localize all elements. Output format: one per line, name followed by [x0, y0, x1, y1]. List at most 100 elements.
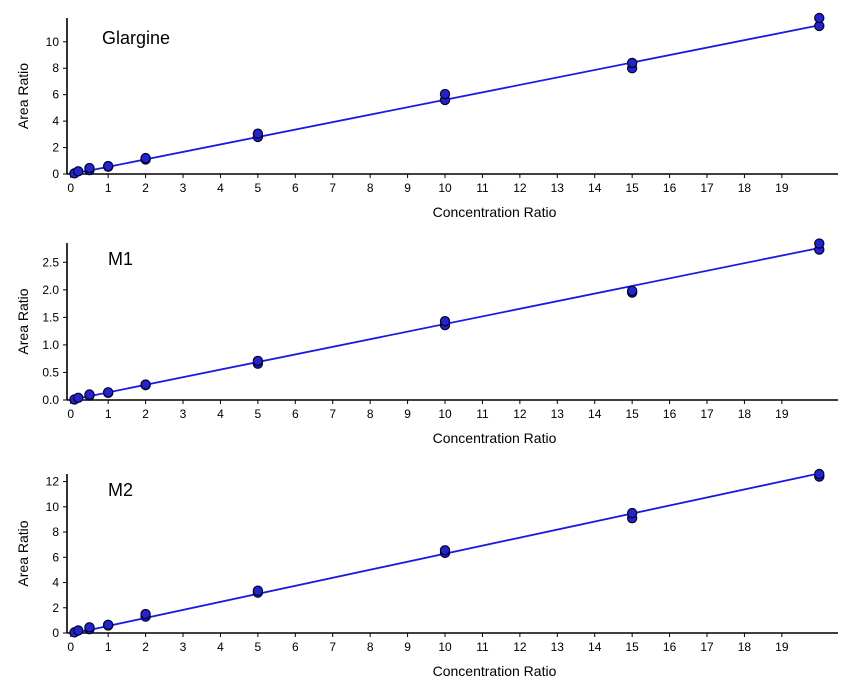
x-tick-label: 3: [180, 181, 187, 195]
x-tick-label: 17: [700, 181, 714, 195]
x-tick-label: 2: [142, 640, 149, 654]
panel-title: M2: [108, 480, 133, 500]
x-tick-label: 10: [438, 181, 452, 195]
x-tick-label: 9: [404, 181, 411, 195]
data-point: [626, 57, 638, 69]
x-tick-label: 0: [67, 640, 74, 654]
data-point: [102, 160, 114, 172]
x-tick-label: 16: [663, 640, 677, 654]
x-tick-label: 8: [367, 407, 374, 421]
x-tick-label: 8: [367, 640, 374, 654]
chart-panel-m1: 0 1 2 3 4 5 6 7 8 9 10 11 12 13 14 15 16 17 18 190.00.51.01…: [15, 238, 838, 446]
x-tick-label: 15: [625, 181, 639, 195]
x-tick-label: 2: [142, 181, 149, 195]
y-tick-label: 8: [52, 525, 59, 539]
y-tick-label: 8: [52, 61, 59, 75]
y-axis-title: Area Ratio: [15, 288, 31, 354]
x-tick-label: 15: [625, 640, 639, 654]
y-tick-label: 1.5: [42, 310, 59, 324]
chart-panel-m2: 0 1 2 3 4 5 6 7 8 9 10 11 12 13 14 15 16 17 18 19024681012C…: [15, 468, 838, 679]
x-tick-label: 5: [255, 640, 262, 654]
y-tick-label: 4: [52, 114, 59, 128]
data-point: [814, 238, 825, 249]
data-point: [626, 285, 638, 297]
x-tick-label: 3: [180, 640, 187, 654]
x-tick-label: 1: [105, 407, 112, 421]
chart-panel-glargine: 0 1 2 3 4 5 6 7 8 9 10 11 12 13 14 15 16 17 18 190246810Con…: [15, 12, 838, 220]
data-point: [140, 152, 151, 164]
x-tick-label: 10: [438, 640, 452, 654]
data-point: [252, 355, 264, 367]
data-point: [814, 12, 825, 24]
x-tick-label: 16: [663, 407, 677, 421]
y-tick-label: 0: [52, 167, 59, 181]
x-tick-label: 18: [738, 640, 752, 654]
x-tick-label: 15: [625, 407, 639, 421]
x-tick-label: 5: [255, 181, 262, 195]
x-tick-label: 3: [180, 407, 187, 421]
x-tick-label: 19: [775, 640, 789, 654]
x-tick-label: 11: [476, 407, 489, 421]
x-axis-title: Concentration Ratio: [433, 430, 557, 446]
y-tick-label: 0.5: [42, 365, 59, 379]
x-tick-label: 11: [476, 640, 489, 654]
x-tick-label: 17: [700, 407, 714, 421]
data-point: [102, 387, 114, 398]
x-tick-label: 8: [367, 181, 374, 195]
y-tick-label: 6: [52, 550, 59, 564]
y-axis-title: Area Ratio: [15, 63, 31, 129]
x-tick-label: 14: [588, 181, 602, 195]
x-tick-label: 1: [105, 640, 112, 654]
x-tick-label: 7: [329, 407, 336, 421]
panel-title: Glargine: [102, 28, 170, 48]
data-point: [814, 468, 825, 480]
x-tick-label: 9: [404, 407, 411, 421]
x-tick-label: 4: [217, 407, 224, 421]
y-tick-label: 2.5: [42, 255, 59, 269]
data-point: [102, 619, 114, 630]
y-axis-title: Area Ratio: [15, 520, 31, 586]
x-tick-label: 10: [438, 407, 452, 421]
x-tick-label: 18: [738, 407, 752, 421]
x-tick-label: 17: [700, 640, 714, 654]
x-tick-label: 13: [551, 181, 565, 195]
data-point: [439, 316, 451, 327]
data-point: [84, 622, 95, 633]
x-tick-label: 13: [551, 640, 565, 654]
y-tick-label: 6: [52, 88, 59, 102]
data-point: [73, 625, 84, 636]
y-tick-label: 2: [52, 601, 59, 615]
x-axis-title: Concentration Ratio: [433, 663, 557, 679]
data-point: [439, 545, 451, 556]
y-tick-label: 2: [52, 141, 59, 155]
y-tick-label: 0.0: [42, 393, 59, 407]
data-point: [252, 585, 264, 596]
x-tick-label: 6: [292, 181, 299, 195]
x-tick-label: 13: [551, 407, 565, 421]
x-tick-label: 14: [588, 407, 602, 421]
x-tick-label: 16: [663, 181, 677, 195]
data-point: [84, 162, 95, 174]
x-tick-label: 18: [738, 181, 752, 195]
data-point: [439, 88, 451, 100]
x-tick-label: 4: [217, 640, 224, 654]
x-tick-label: 4: [217, 181, 224, 195]
data-point: [140, 608, 151, 620]
y-tick-label: 0: [52, 626, 59, 640]
data-point: [84, 389, 95, 400]
x-tick-label: 12: [513, 640, 527, 654]
data-point: [73, 166, 84, 177]
x-tick-label: 1: [105, 181, 112, 195]
x-tick-label: 19: [775, 407, 789, 421]
data-point: [626, 507, 638, 519]
x-tick-label: 5: [255, 407, 262, 421]
y-tick-label: 10: [46, 500, 60, 514]
panel-title: M1: [108, 249, 133, 269]
x-tick-label: 6: [292, 640, 299, 654]
x-axis-title: Concentration Ratio: [433, 204, 557, 220]
x-tick-label: 9: [404, 640, 411, 654]
x-tick-label: 12: [513, 407, 527, 421]
x-tick-label: 14: [588, 640, 602, 654]
y-tick-label: 10: [46, 35, 60, 49]
